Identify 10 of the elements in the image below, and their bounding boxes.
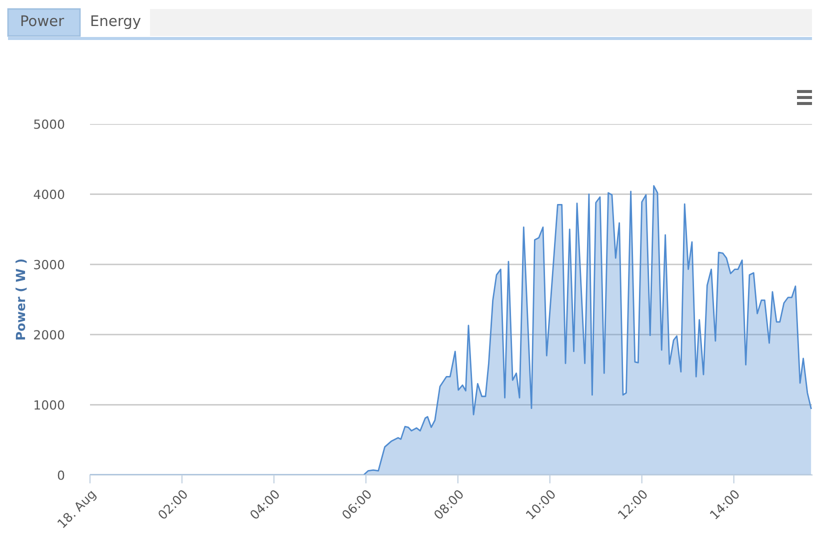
x-tick-label: 18. Aug <box>57 489 98 530</box>
y-tick-label: 1000 <box>34 400 64 410</box>
y-axis-title: Power ( W ) <box>16 259 27 340</box>
y-tick-label: 5000 <box>34 119 64 129</box>
y-tick-label: 3000 <box>34 260 64 270</box>
text: Power <box>21 15 64 26</box>
y-tick-label: 0 <box>58 470 64 480</box>
y-tick-label: 2000 <box>34 330 64 340</box>
text: Energy <box>91 15 141 30</box>
y-tick-label: 4000 <box>34 190 64 200</box>
